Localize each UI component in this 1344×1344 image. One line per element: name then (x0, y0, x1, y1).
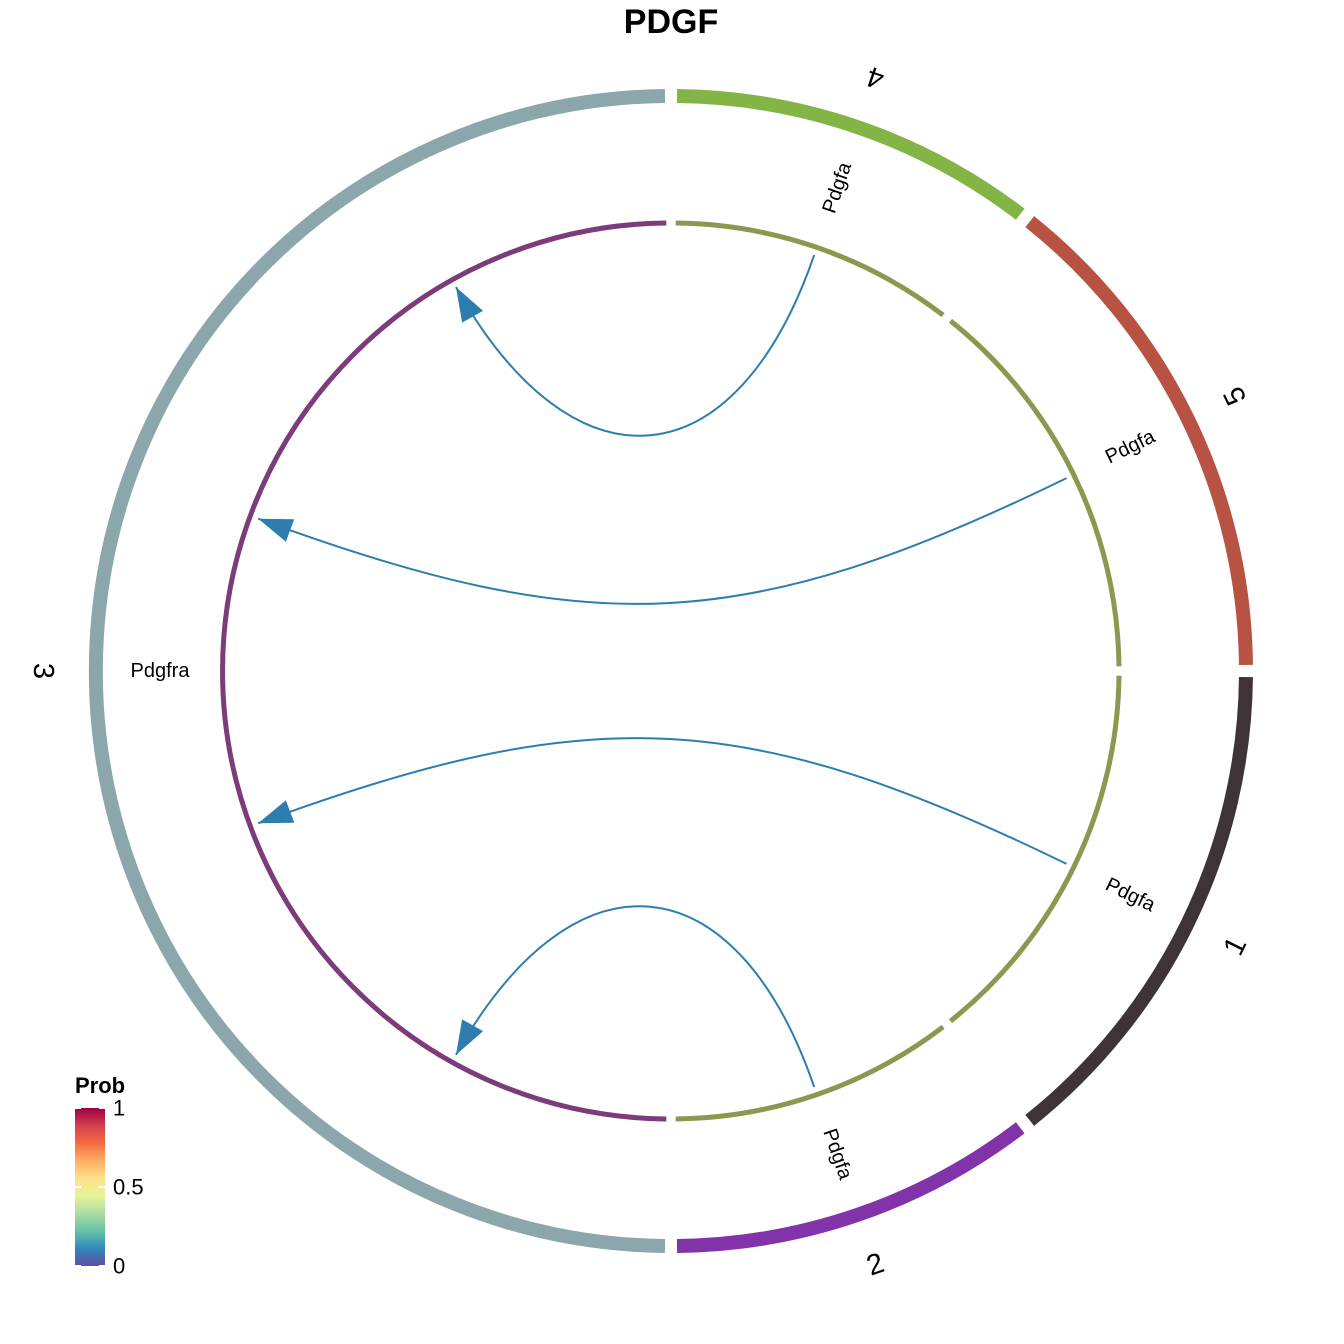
sector-arc-3 (88, 89, 666, 1253)
link-1-to-3 (257, 737, 1067, 865)
ligand-track-arc (948, 675, 1122, 1024)
gene-label: Pdgfa (1102, 874, 1159, 917)
legend-tick-label: 1 (113, 1096, 125, 1121)
chord-links (257, 254, 1067, 1088)
receptor-track-arc (220, 220, 667, 1122)
sector-label-3: 3 (27, 663, 59, 679)
sector-arcs (88, 89, 1253, 1253)
sector-arc-4 (676, 89, 1025, 220)
link-arrowhead (258, 800, 295, 824)
sector-label-5: 5 (1218, 381, 1254, 410)
ligand-track-arc (948, 318, 1122, 667)
gene-label: Pdgfa (1102, 425, 1159, 468)
chart-title: PDGF (624, 3, 718, 41)
link-2-to-3 (455, 905, 816, 1088)
ligand-track-arc (675, 1024, 945, 1122)
sector-label-4: 4 (863, 59, 889, 95)
gene-label: Pdgfa (818, 1126, 856, 1183)
legend-tick-label: 0 (113, 1254, 125, 1279)
legend-tick-label: 0.5 (113, 1175, 144, 1200)
link-5-to-3 (257, 477, 1067, 605)
prob-legend: Prob 0 0.5 1 (75, 1073, 144, 1279)
sector-label-2: 2 (863, 1247, 889, 1283)
sector-arc-1 (1025, 676, 1253, 1126)
link-arrowhead (258, 518, 295, 542)
sector-labels: 1 2 3 4 5 (27, 59, 1253, 1282)
legend-title: Prob (75, 1073, 125, 1098)
link-arrowhead (456, 1019, 484, 1055)
gene-label: Pdgfa (818, 159, 856, 216)
gene-label: Pdgfra (131, 660, 191, 682)
sector-label-1: 1 (1218, 932, 1254, 961)
ligand-track-arc (675, 220, 945, 318)
track-arcs (220, 220, 1122, 1122)
link-4-to-3 (455, 254, 816, 437)
gene-labels: Pdgfa Pdgfa Pdgfa Pdgfa Pdgfra (131, 159, 1160, 1184)
sector-arc-2 (676, 1122, 1025, 1253)
link-arrowhead (456, 287, 484, 323)
sector-arc-5 (1025, 216, 1253, 666)
